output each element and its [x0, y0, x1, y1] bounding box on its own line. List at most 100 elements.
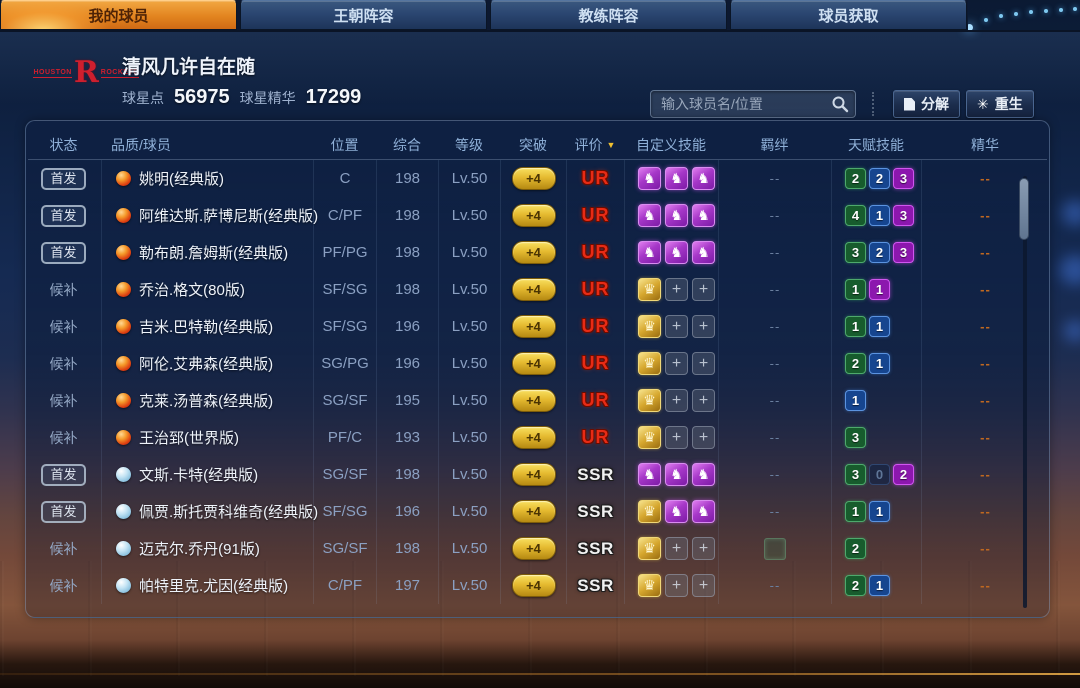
- column-header-9: 羁绊: [718, 135, 831, 155]
- player-row[interactable]: 首发 佩贾.斯托贾科维奇(经典版) SF/SG 196 Lv.50 +4 SSR ♛ ♞ ♞ -- 1…: [26, 493, 1049, 530]
- arena-bokeh-light: [1060, 255, 1080, 285]
- team-logo-text-left: HOUSTON: [33, 68, 72, 78]
- empty-skill-slot[interactable]: +: [665, 315, 688, 338]
- position-cell: C/PF: [313, 567, 376, 604]
- skill-icon[interactable]: ♛: [638, 315, 661, 338]
- search-icon[interactable]: [831, 95, 849, 113]
- skill-icon[interactable]: ♞: [665, 463, 688, 486]
- tab-3[interactable]: 教练阵容: [490, 0, 727, 30]
- quality-ball-icon: [116, 356, 131, 371]
- empty-skill-slot[interactable]: +: [692, 426, 715, 449]
- decompose-page-icon: [904, 97, 915, 111]
- empty-skill-slot[interactable]: +: [665, 537, 688, 560]
- skill-icon[interactable]: ♞: [638, 167, 661, 190]
- player-row[interactable]: 候补 乔治.格文(80版) SF/SG 198 Lv.50 +4 UR ♛ + + -- 1 1 --: [26, 271, 1049, 308]
- skill-icon[interactable]: ♛: [638, 352, 661, 375]
- rating-badge: UR: [581, 279, 610, 299]
- essence-cell: --: [921, 271, 1049, 308]
- skill-icon[interactable]: ♛: [638, 426, 661, 449]
- overall-cell: 193: [376, 419, 438, 456]
- player-row[interactable]: 首发 文斯.卡特(经典版) SG/SF 198 Lv.50 +4 SSR ♞ ♞ ♞ -- 3 0 2 --: [26, 456, 1049, 493]
- talent-level-badge: 2: [893, 464, 914, 485]
- breakthrough-cell: +4: [500, 160, 566, 197]
- skill-icon[interactable]: ♛: [638, 389, 661, 412]
- scrollbar-track[interactable]: [1019, 176, 1029, 608]
- breakthrough-cell: +4: [500, 567, 566, 604]
- skill-icon[interactable]: ♛: [638, 537, 661, 560]
- talent-level-badge: 2: [869, 168, 890, 189]
- rating-cell: SSR: [566, 493, 624, 530]
- bond-cell: --: [718, 456, 831, 493]
- breakthrough-pill: +4: [511, 574, 556, 597]
- player-row[interactable]: 首发 姚明(经典版) C 198 Lv.50 +4 UR ♞ ♞ ♞ -- 2 2 3 --: [26, 160, 1049, 197]
- skill-icon[interactable]: ♞: [665, 241, 688, 264]
- empty-skill-slot[interactable]: +: [692, 574, 715, 597]
- scrollbar-thumb[interactable]: [1019, 178, 1029, 240]
- player-row[interactable]: 候补 迈克尔.乔丹(91版) SG/SF 198 Lv.50 +4 SSR ♛ + +2 --: [26, 530, 1049, 567]
- column-header-label: 精华: [971, 137, 999, 153]
- team-logo: HOUSTON R ROCKETS: [33, 55, 139, 90]
- player-row[interactable]: 候补 克莱.汤普森(经典版) SG/SF 195 Lv.50 +4 UR ♛ + + -- 1 --: [26, 382, 1049, 419]
- empty-skill-slot[interactable]: +: [692, 352, 715, 375]
- player-table-panel: 状态 品质/球员 位置 综合 等级 突破 评价 ▼ 自定义技能 羁绊 天赋技能 精华 首发 姚明(经典版…: [25, 120, 1050, 618]
- empty-skill-slot[interactable]: +: [665, 574, 688, 597]
- substitute-status-text: 候补: [49, 318, 78, 335]
- empty-skill-slot[interactable]: +: [692, 278, 715, 301]
- player-name-cell: 阿维达斯.萨博尼斯(经典版): [101, 197, 318, 234]
- tab-1[interactable]: 我的球员: [0, 0, 237, 30]
- decompose-button[interactable]: 分解: [893, 90, 960, 118]
- skill-icon[interactable]: ♞: [692, 204, 715, 227]
- rockets-r-icon: R: [73, 55, 99, 90]
- skill-icon[interactable]: ♛: [638, 500, 661, 523]
- empty-skill-slot[interactable]: +: [692, 315, 715, 338]
- breakthrough-cell: +4: [500, 419, 566, 456]
- sort-arrow-icon[interactable]: ▼: [606, 140, 616, 150]
- tab-4[interactable]: 球员获取: [730, 0, 967, 30]
- breakthrough-cell: +4: [500, 456, 566, 493]
- column-header-8: 自定义技能: [624, 135, 718, 155]
- bond-empty-dash: --: [769, 319, 781, 334]
- skill-icon[interactable]: ♞: [692, 241, 715, 264]
- quality-ball-icon: [116, 245, 131, 260]
- skill-icon[interactable]: ♛: [638, 278, 661, 301]
- skill-icon[interactable]: ♞: [638, 463, 661, 486]
- player-row[interactable]: 候补 帕特里克.尤因(经典版) C/PF 197 Lv.50 +4 SSR ♛ + + -- 2 1 --: [26, 567, 1049, 604]
- skill-icon[interactable]: ♞: [665, 167, 688, 190]
- search-input[interactable]: [650, 90, 856, 118]
- rebirth-button[interactable]: ✳ 重生: [966, 90, 1034, 118]
- skill-icon[interactable]: ♞: [665, 500, 688, 523]
- player-name: 帕特里克.尤因(经典版): [139, 578, 289, 595]
- skill-icon[interactable]: ♞: [692, 463, 715, 486]
- player-row[interactable]: 候补 吉米.巴特勒(经典版) SF/SG 196 Lv.50 +4 UR ♛ + + -- 1 1 --: [26, 308, 1049, 345]
- column-header-7[interactable]: 评价 ▼: [566, 135, 624, 155]
- overall-cell: 198: [376, 197, 438, 234]
- empty-skill-slot[interactable]: +: [692, 537, 715, 560]
- empty-skill-slot[interactable]: +: [665, 352, 688, 375]
- tab-2[interactable]: 王朝阵容: [240, 0, 487, 30]
- skill-icon[interactable]: ♞: [638, 241, 661, 264]
- skill-icon[interactable]: ♞: [692, 500, 715, 523]
- skill-icon[interactable]: ♞: [665, 204, 688, 227]
- quality-ball-icon: [116, 171, 131, 186]
- empty-skill-slot[interactable]: +: [692, 389, 715, 412]
- starter-status-badge: 首发: [41, 241, 86, 264]
- empty-skill-slot[interactable]: +: [665, 389, 688, 412]
- player-row[interactable]: 首发 勒布朗.詹姆斯(经典版) PF/PG 198 Lv.50 +4 UR ♞ ♞ ♞ -- 3 2 3-…: [26, 234, 1049, 271]
- player-row[interactable]: 首发 阿维达斯.萨博尼斯(经典版) C/PF 198 Lv.50 +4 UR ♞ ♞ ♞ -- 4 1 3…: [26, 197, 1049, 234]
- column-header-10: 天赋技能: [831, 135, 921, 155]
- empty-skill-slot[interactable]: +: [665, 278, 688, 301]
- player-row[interactable]: 候补 王治郅(世界版) PF/C 193 Lv.50 +4 UR ♛ + + -- 3 --: [26, 419, 1049, 456]
- bond-empty-dash: --: [769, 245, 781, 260]
- empty-skill-slot[interactable]: +: [665, 426, 688, 449]
- player-name: 吉米.巴特勒(经典版): [139, 319, 274, 336]
- bond-cell: --: [718, 234, 831, 271]
- skill-icon[interactable]: ♞: [638, 204, 661, 227]
- skill-icon[interactable]: ♞: [692, 167, 715, 190]
- player-row[interactable]: 候补 阿伦.艾弗森(经典版) SG/PG 196 Lv.50 +4 UR ♛ + + -- 2 1 --: [26, 345, 1049, 382]
- breakthrough-cell: +4: [500, 345, 566, 382]
- skill-icon[interactable]: ♛: [638, 574, 661, 597]
- breakthrough-pill: +4: [511, 389, 556, 412]
- breakthrough-pill: +4: [511, 352, 556, 375]
